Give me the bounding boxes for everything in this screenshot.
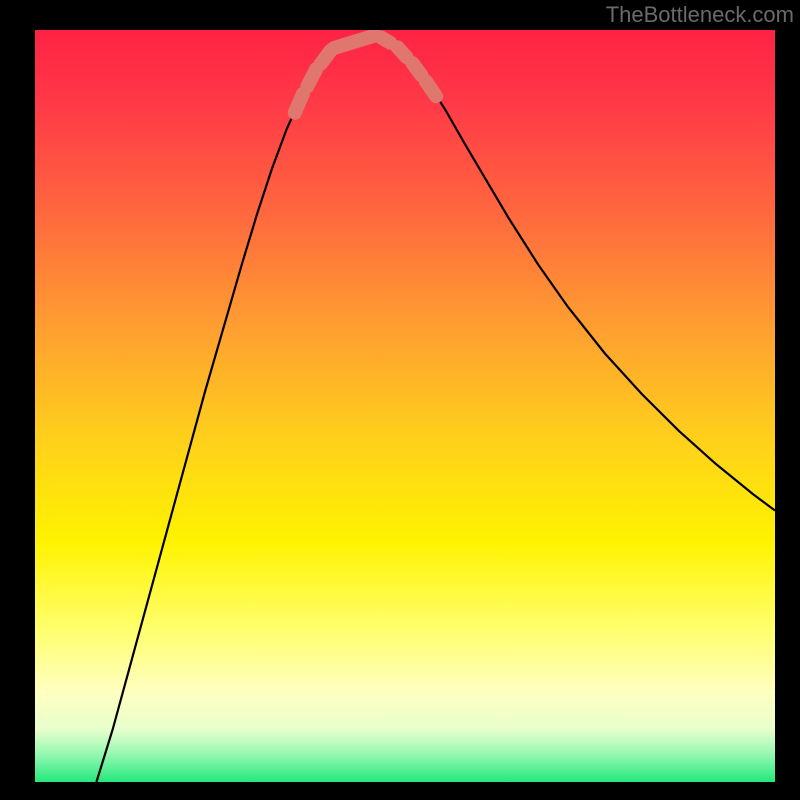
marker-segment: [426, 81, 436, 96]
marker-segment: [307, 69, 316, 86]
plot-background: [35, 30, 775, 782]
chart-container: TheBottleneck.com: [0, 0, 800, 800]
watermark-text: TheBottleneck.com: [606, 2, 794, 28]
marker-segment: [398, 47, 407, 57]
gradient-background: [35, 30, 775, 782]
marker-segment: [381, 38, 390, 43]
marker-segment: [412, 63, 421, 75]
bottleneck-curve-chart: [35, 30, 775, 782]
marker-segment: [295, 94, 303, 113]
